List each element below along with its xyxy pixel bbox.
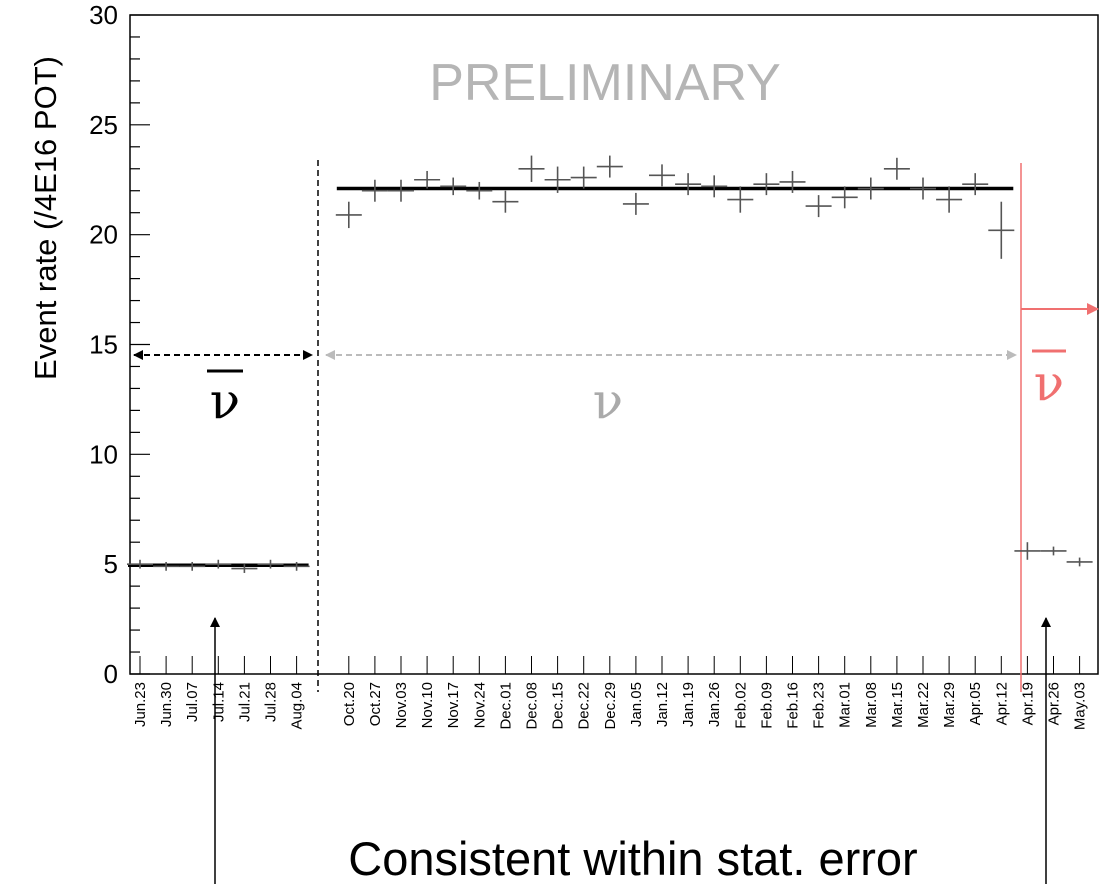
x-tick-label: Jul.14 — [210, 682, 227, 722]
y-axis: 0 5 10 15 20 25 30 — [89, 0, 150, 689]
data-point — [570, 166, 597, 189]
data-point — [701, 175, 728, 198]
data-point — [388, 179, 414, 202]
x-tick-label: Jul.21 — [236, 682, 253, 722]
period-label-neutrino: ν — [593, 372, 623, 430]
data-point — [231, 564, 258, 573]
x-tick-label: Jul.28 — [263, 682, 280, 722]
x-tick-label: Oct.20 — [341, 682, 358, 726]
data-point — [361, 179, 388, 202]
data-point — [205, 559, 232, 569]
x-tick-label: Apr.19 — [1019, 682, 1036, 725]
data-point — [1014, 542, 1041, 560]
x-tick-label: Mar.01 — [837, 682, 854, 728]
annotation-text: Consistent within stat. error — [348, 832, 917, 884]
data-point — [857, 177, 884, 200]
x-tick-label: Apr.12 — [993, 682, 1010, 725]
x-tick-label: Mar.29 — [941, 682, 958, 728]
data-point — [257, 559, 284, 569]
data-point — [805, 195, 832, 218]
data-point — [936, 186, 963, 213]
x-tick-label: May.03 — [1072, 682, 1089, 730]
data-point — [649, 164, 675, 187]
data-point — [283, 561, 310, 571]
data-point — [675, 173, 702, 196]
x-tick-label: Dec.22 — [576, 682, 593, 730]
x-tick-label: Feb.23 — [811, 682, 828, 729]
x-tick-label: Feb.09 — [758, 682, 775, 729]
x-tick-label: Mar.08 — [863, 682, 880, 728]
data-point — [466, 181, 493, 200]
period-label-antineutrino-glyph: ν — [210, 372, 240, 430]
x-tick-label: Mar.22 — [915, 682, 932, 728]
x-tick-label: Nov.17 — [445, 682, 462, 728]
x-tick-label: Jan.05 — [628, 682, 645, 727]
period-label-antineutrino-2: ν — [1032, 349, 1066, 412]
x-tick-label: Jan.19 — [680, 682, 697, 727]
x-tick-label: Dec.01 — [497, 682, 514, 730]
x-tick-label: Jul.07 — [184, 682, 201, 722]
y-axis-label: Event rate (/4E16 POT) — [28, 56, 63, 380]
data-point — [1066, 557, 1093, 567]
data-point — [883, 157, 910, 180]
data-point — [179, 561, 206, 571]
data-point — [414, 170, 441, 189]
data-point — [440, 177, 467, 196]
x-tick-label: Aug.04 — [289, 682, 306, 730]
x-tick-label: Dec.15 — [550, 682, 567, 730]
data-points — [127, 155, 1093, 573]
x-tick-label: Nov.10 — [419, 682, 436, 728]
data-point — [910, 177, 936, 200]
data-point — [622, 192, 649, 215]
x-tick-label: Jan.26 — [706, 682, 723, 727]
fit-lines — [128, 186, 1014, 568]
x-tick-label: Mar.15 — [889, 682, 906, 728]
y-tick-label: 30 — [89, 0, 118, 30]
x-tick-label: Nov.24 — [471, 682, 488, 728]
period-label-antineutrino-2-glyph: ν — [1034, 354, 1064, 412]
period-label-neutrino-glyph: ν — [593, 372, 623, 430]
x-tick-label: Jun.30 — [158, 682, 175, 727]
y-tick-label: 25 — [89, 110, 118, 140]
y-tick-label: 20 — [89, 220, 118, 250]
data-point — [127, 559, 153, 569]
data-point — [831, 186, 858, 209]
data-point — [544, 166, 571, 193]
x-tick-label: Nov.03 — [393, 682, 410, 728]
data-point — [596, 155, 623, 178]
y-tick-label: 15 — [89, 330, 118, 360]
y-tick-label: 10 — [89, 439, 118, 469]
x-tick-label: Dec.29 — [602, 682, 619, 730]
data-point — [492, 190, 519, 213]
period-label-antineutrino: ν — [207, 369, 243, 430]
y-tick-label: 5 — [104, 549, 118, 579]
data-point — [1040, 546, 1067, 556]
data-point — [962, 173, 989, 196]
data-point — [753, 173, 780, 196]
x-tick-label: Oct.27 — [367, 682, 384, 726]
y-tick-label: 0 — [104, 659, 118, 689]
x-axis: Jun.23 Jun.30 Jul.07 Jul.14 Jul.21 Jul.28 Aug.… — [132, 656, 1089, 730]
preliminary-watermark: PRELIMINARY — [429, 54, 781, 112]
x-tick-label: Jun.23 — [132, 682, 149, 727]
plot-frame — [129, 14, 1099, 675]
data-point — [153, 561, 180, 571]
x-tick-label: Dec.08 — [524, 682, 541, 730]
data-point — [727, 186, 754, 213]
x-tick-label: Jan.12 — [654, 682, 671, 727]
x-tick-label: Apr.05 — [967, 682, 984, 725]
data-point — [518, 155, 545, 182]
data-point — [779, 170, 806, 193]
data-point — [988, 201, 1015, 259]
data-point — [335, 201, 362, 229]
x-tick-label: Feb.16 — [785, 682, 802, 729]
x-tick-label: Apr.26 — [1046, 682, 1063, 725]
x-tick-label: Feb.02 — [732, 682, 749, 729]
